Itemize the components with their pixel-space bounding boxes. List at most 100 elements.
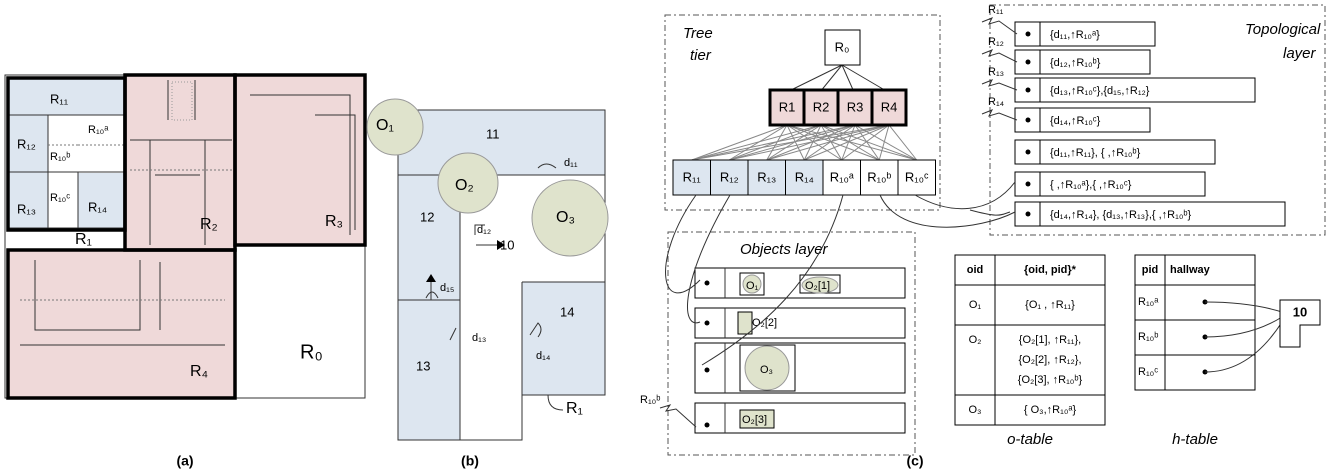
region-label: R₀ [300,341,323,363]
node-label: R2 [813,99,830,114]
entry-box [1014,171,1206,197]
object-rows [694,267,906,434]
pointer-label: R₁₀ᵇ [640,394,660,406]
pointer-label: R₁₄ [988,96,1005,108]
pointer-arrow [1204,321,1283,373]
cell: R₁₀ᵃ [1138,296,1159,308]
region-label: R₁₃ [17,201,36,216]
pointer-dot [1025,149,1031,155]
pointer-arrow [981,17,1018,35]
region-label: R₁₁ [50,91,69,106]
edge [786,124,917,161]
edge [854,124,917,161]
caption: (c) [906,453,923,469]
node-label: R₀ [835,39,850,54]
object-label: O₃ [556,209,575,226]
node-label: R3 [847,99,864,114]
region-label: 11 [486,126,500,141]
table [954,254,1106,426]
region-label: R₁ [566,400,583,417]
region-label: R₂ [200,216,218,233]
panel-b: O₁ 11 d₁₁ O₂ O₃ 12 d₁₂ 10 d₁₅ 14 d₁₃ d₁₄… [366,98,609,469]
cell: R₁₀ᵇ [1138,331,1158,343]
entry-label: {d₁₄,↑R₁₀ᶜ} [1050,115,1101,127]
pointer-label: R₁₂ [988,36,1004,48]
node [822,159,861,196]
node [870,88,908,127]
layer-title: layer [1283,45,1317,62]
node-label: R₁₀ᵃ [830,169,854,184]
node-label: R4 [881,99,898,114]
object-label: O₂[2] [752,317,777,329]
cell: {O₂[2], ↑R₁₂}, [1019,354,1082,366]
header: pid [1142,264,1159,276]
region-label: R₁₀ᵃ [88,124,109,136]
entry-box [1014,107,1151,133]
cell: {O₂[3], ↑R₁₀ᵇ} [1018,374,1083,386]
node-label: R₁₀ᶜ [905,169,929,184]
region-label: R₁₀ᵇ [50,151,70,163]
entry-box [1014,139,1216,165]
node [802,88,840,127]
entry-label: {d₁₂,↑R₁₀ᵇ} [1050,57,1101,69]
region-label: R₄ [190,363,208,380]
panel-a: R₁₁ R₁₂ R₁₀ᵇ R₁₀ᵃ R₁₃ R₁₀ᶜ R₁₄ R₁ R₂ R₃ … [4,73,367,469]
edge [854,124,880,161]
door-label: d₁₄ [536,350,551,362]
pointer-arrow [1204,301,1283,313]
object-label: O₂ [455,177,474,194]
region-label: 13 [416,358,430,373]
edge [804,124,890,161]
edge [888,124,918,161]
region-label: 14 [560,304,574,319]
edge [766,124,788,161]
edge [766,124,822,161]
layer-title: tier [690,47,712,64]
entry-label: {d₁₄,↑R₁₄}, {d₁₃,↑R₁₃},{ ,↑R₁₀ᵇ} [1050,209,1192,221]
node [747,159,786,196]
edge [841,124,856,161]
node [897,159,936,196]
door-label: d₁₁ [564,157,578,169]
cell: R₁₀ᶜ [1138,366,1158,378]
table-caption: h-table [1172,431,1218,448]
door-label: d₁₂ [477,224,491,236]
pointer-arrow [981,79,1018,91]
region-label: R₁₂ [17,136,36,151]
pointer-arrow [981,109,1018,121]
cell: O₁ [969,299,982,311]
edge [786,124,805,161]
node-label: R₁₂ [720,169,739,184]
region-label: R₁ [75,231,92,248]
layer-title: Tree [683,25,713,42]
object-label: O₁ [746,280,759,292]
entry-box [1014,21,1156,47]
hallway-box [1279,299,1321,348]
pointer-dot [1025,117,1031,123]
node [860,159,899,196]
hallway-label: 10 [1293,304,1307,319]
entry-label: {d₁₁,↑R₁₀ᵃ} [1050,29,1100,41]
entry-box [1014,49,1151,75]
pointer-arrow [981,49,1018,63]
entry-label: {d₁₁,↑R₁₁}, { ,↑R₁₀ᵇ} [1050,147,1141,159]
edge [729,124,890,161]
edge [691,124,856,161]
cell: O₃ [968,404,981,416]
caption: (b) [461,453,479,469]
edge [729,124,822,161]
object-label: O₂[3] [742,414,767,426]
edge [729,124,856,161]
header: hallway [1170,264,1211,276]
pointer-dot [1025,87,1031,93]
pointer-dot [1025,59,1031,65]
region-label: R₃ [325,213,343,230]
table [1134,254,1256,391]
pointer-arrow [1204,316,1283,338]
edge [766,124,856,161]
edge [691,124,788,161]
edge [841,124,890,161]
door-label: d₁₃ [472,332,486,344]
caption: (a) [176,453,193,469]
entry-box [1014,201,1286,227]
